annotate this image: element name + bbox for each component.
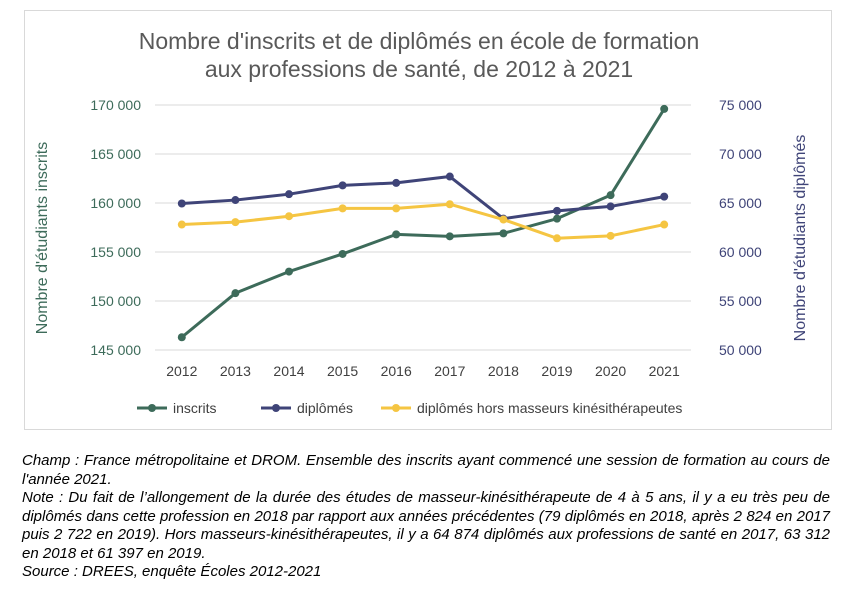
x-tick-label: 2018 [488,363,519,379]
data-point [499,229,508,238]
right-tick-label: 50 000 [719,342,762,358]
x-tick-label: 2019 [541,363,572,379]
data-point [553,206,561,215]
right-axis-label: Nombre d'étudiants diplômés [792,135,809,342]
line-chart: Nombre d'inscrits et de diplômés en écol… [34,28,809,416]
data-point [392,204,401,213]
chart-title-line-1: Nombre d'inscrits et de diplômés en écol… [139,28,700,54]
data-point [285,267,293,276]
left-tick-label: 145 000 [90,342,141,358]
series-line-1 [181,175,665,221]
data-point [499,215,508,224]
legend-marker [272,404,280,412]
data-point [285,212,293,221]
data-point [445,172,454,181]
data-point [338,204,347,213]
data-point [606,202,615,211]
legend-label: diplômés hors masseurs kinésithérapeutes [417,400,682,416]
right-tick-label: 55 000 [719,293,762,309]
legend-label: inscrits [173,400,217,416]
x-tick-label: 2021 [649,363,680,379]
x-tick-label: 2012 [166,363,197,379]
data-point [231,218,240,227]
right-tick-label: 65 000 [719,195,762,211]
note-champ: Champ : France métropolitaine et DROM. E… [22,452,830,488]
data-point [445,232,454,241]
note-source: Source : DREES, enquête Écoles 2012-2021 [22,563,322,580]
data-point [553,234,561,243]
right-tick-label: 70 000 [719,146,762,162]
note-text: Note : Du fait de l’allongement de la du… [22,489,830,562]
data-point [445,200,454,209]
x-tick-label: 2014 [273,363,304,379]
x-tick-label: 2020 [595,363,626,379]
data-point [606,231,615,240]
legend-label: diplômés [297,400,353,416]
data-point [231,196,240,205]
data-point [392,230,401,239]
right-tick-label: 60 000 [719,244,762,260]
left-axis-ticks: 145 000 150 000 155 000 160 000 165 000 170 0… [90,97,141,358]
left-tick-label: 170 000 [90,97,141,113]
left-tick-label: 155 000 [90,244,141,260]
series-line-0 [180,108,666,339]
chart-container: Nombre d'inscrits et de diplômés en écol… [24,10,832,430]
x-tick-label: 2016 [381,363,412,379]
left-tick-label: 150 000 [90,293,141,309]
data-point [338,249,347,258]
data-point [606,191,615,200]
left-tick-label: 160 000 [90,195,141,211]
series-line-2 [181,202,665,240]
series-group [177,104,669,342]
gridlines [155,104,691,351]
left-axis-label: Nombre d'étudiants inscrits [34,142,51,334]
right-axis-ticks: 50 000 55 000 60 000 65 000 70 000 75 000 [719,97,762,358]
x-tick-label: 2017 [434,363,465,379]
x-tick-label: 2015 [327,363,358,379]
data-point [177,199,186,208]
legend-marker [392,404,400,412]
data-point [177,220,186,229]
x-axis-ticks: 2012 2013 2014 2015 2016 2017 2018 2019 2020 2021 [166,363,680,379]
right-tick-label: 75 000 [719,97,762,113]
data-point [392,178,401,187]
data-point [660,220,669,229]
data-point [231,289,240,298]
x-tick-label: 2013 [220,363,251,379]
data-point [338,181,347,190]
notes: Champ : France métropolitaine et DROM. E… [22,452,830,582]
data-point [553,214,561,223]
chart-title-line-2: aux professions de santé, de 2012 à 2021 [205,56,633,82]
legend-marker [148,404,156,412]
data-point [660,192,669,201]
data-point [285,190,293,199]
data-point [177,333,186,342]
left-tick-label: 165 000 [90,146,141,162]
legend: inscrits diplômés diplômés hors masseurs k… [137,400,682,416]
data-point [660,104,669,113]
